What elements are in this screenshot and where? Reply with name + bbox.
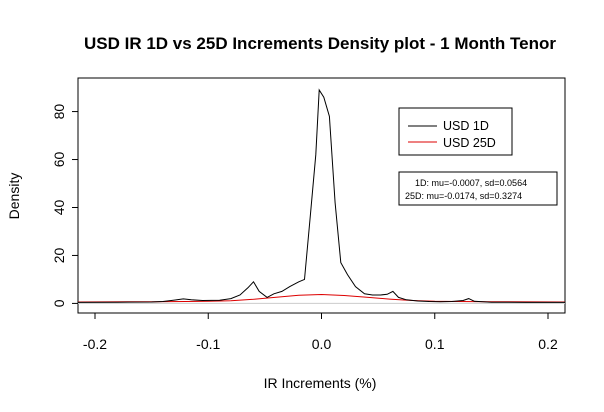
stats-line-25d: 25D: mu=-0.0174, sd=0.3274 xyxy=(405,191,522,201)
stats-line-1d: 1D: mu=-0.0007, sd=0.0564 xyxy=(415,178,527,188)
stats-box-frame xyxy=(398,171,558,206)
stats-box: 1D: mu=-0.0007, sd=0.0564 25D: mu=-0.017… xyxy=(398,171,558,206)
x-tick-label: 0.2 xyxy=(538,336,558,352)
x-axis: -0.2 -0.1 0.0 0.1 0.2 xyxy=(83,313,558,352)
legend: USD 1D USD 25D xyxy=(398,107,513,156)
x-tick-label: -0.1 xyxy=(196,336,220,352)
series-line-usd-25d xyxy=(77,293,566,303)
chart-title: USD IR 1D vs 25D Increments Density plot… xyxy=(84,34,556,53)
y-tick-label: 20 xyxy=(51,247,67,263)
series-line-usd-1d xyxy=(77,88,565,303)
y-tick-label: 40 xyxy=(51,199,67,215)
y-axis-label: Density xyxy=(6,173,22,220)
y-tick-label: 60 xyxy=(51,152,67,168)
legend-label-usd-25d: USD 25D xyxy=(443,136,496,150)
legend-label-usd-1d: USD 1D xyxy=(443,119,489,133)
series-layer xyxy=(77,88,566,303)
y-tick-label: 0 xyxy=(51,299,67,307)
x-tick-label: 0.0 xyxy=(312,336,332,352)
legend-box xyxy=(398,107,513,156)
x-tick-label: -0.2 xyxy=(83,336,107,352)
x-tick-label: 0.1 xyxy=(425,336,445,352)
x-axis-label: IR Increments (%) xyxy=(264,375,377,391)
y-axis: 0 20 40 60 80 xyxy=(51,104,78,307)
y-tick-label: 80 xyxy=(51,104,67,120)
